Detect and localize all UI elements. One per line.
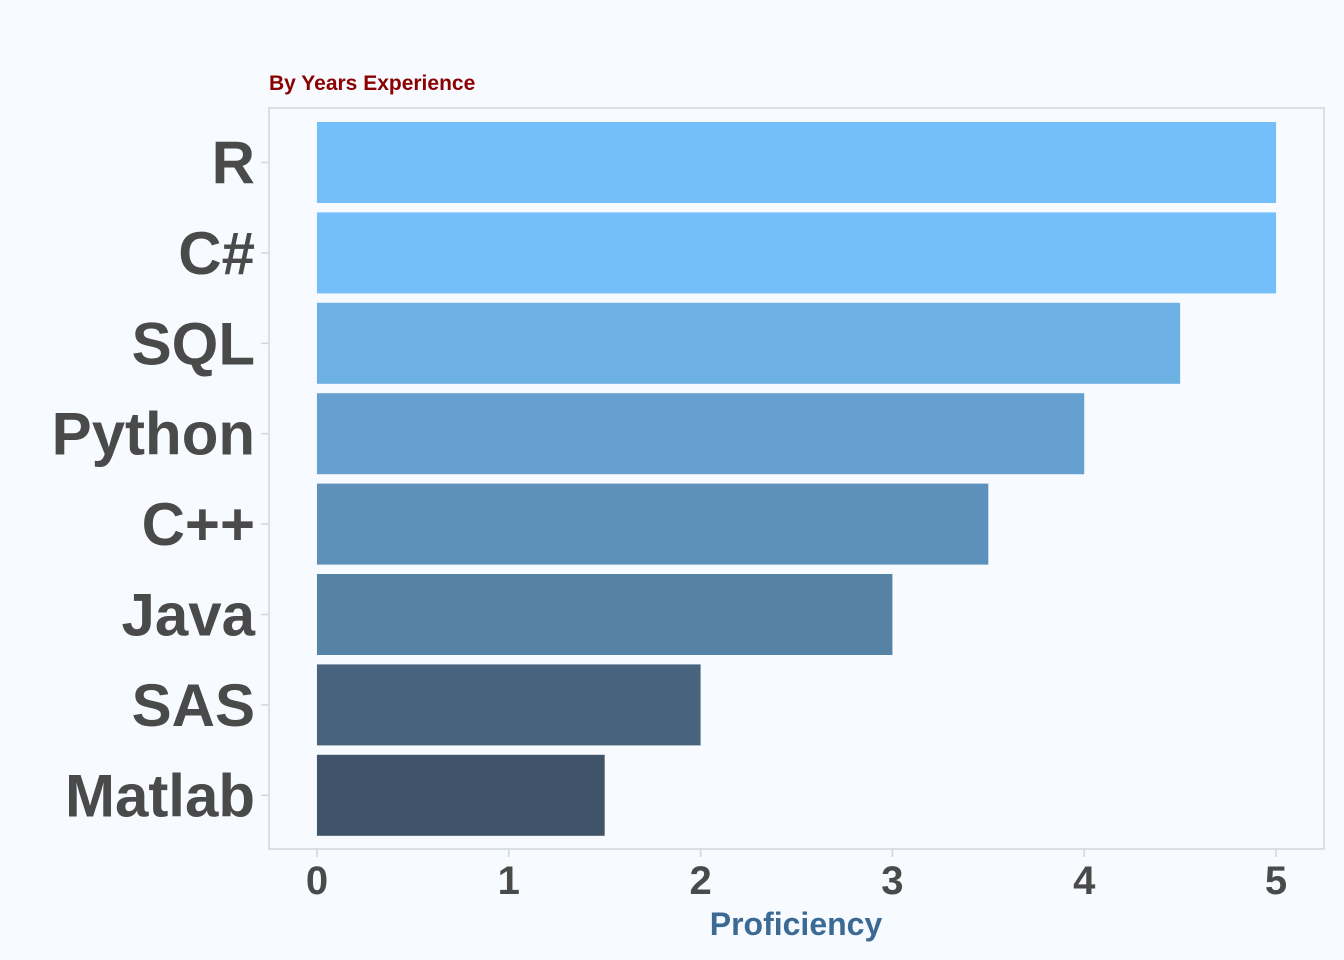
x-tick-label: 2 bbox=[689, 859, 711, 903]
category-label: Java bbox=[122, 582, 256, 649]
category-labels: R C# SQL Python C++ Java SAS Matlab bbox=[52, 130, 269, 829]
plot-panel bbox=[268, 107, 1325, 850]
bar-r bbox=[316, 122, 1277, 203]
x-axis-label: Proficiency bbox=[710, 906, 883, 942]
category-label: C++ bbox=[142, 491, 255, 558]
x-tick-label: 1 bbox=[498, 859, 520, 903]
category-label: Python bbox=[52, 401, 255, 468]
bar-python bbox=[316, 393, 1085, 475]
bars-group bbox=[316, 122, 1277, 836]
chart-subtitle: By Years Experience bbox=[269, 72, 475, 95]
x-tick-label: 0 bbox=[306, 859, 328, 903]
category-label: Matlab bbox=[65, 762, 255, 829]
category-label: C# bbox=[178, 220, 255, 287]
bar-matlab bbox=[316, 754, 605, 836]
x-tick-label: 4 bbox=[1073, 859, 1096, 903]
category-label: SQL bbox=[132, 310, 255, 377]
category-label: R bbox=[212, 130, 255, 197]
bar-sql bbox=[316, 302, 1181, 384]
x-tick-label: 5 bbox=[1265, 859, 1287, 903]
x-ticks: 0 1 2 3 4 5 bbox=[306, 849, 1287, 903]
bar-sas bbox=[316, 664, 701, 746]
bar-c- bbox=[316, 483, 989, 565]
category-label: SAS bbox=[132, 672, 255, 739]
x-tick-label: 3 bbox=[881, 859, 903, 903]
bar-c- bbox=[316, 212, 1277, 294]
bar-java bbox=[316, 574, 893, 655]
